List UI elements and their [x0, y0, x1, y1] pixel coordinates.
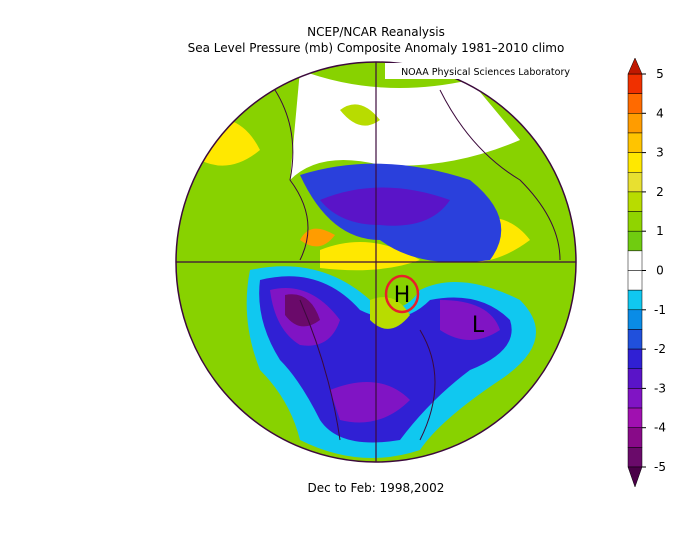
field-white — [290, 70, 520, 180]
colorbar-segment — [627, 270, 643, 291]
colorbar-segment — [627, 368, 643, 389]
colorbar-segment — [627, 348, 643, 370]
colorbar-tick-label: 5 — [656, 67, 664, 81]
colorbar-segment — [627, 230, 643, 252]
colorbar-segment — [627, 427, 643, 448]
colorbar-tick-label: -3 — [654, 381, 666, 395]
colorbar-tick-label: 0 — [656, 264, 664, 278]
colorbar-tick-label: 2 — [656, 185, 664, 199]
colorbar-segment — [627, 172, 643, 193]
annotation-ring — [384, 274, 420, 314]
colorbar-tick-label: 3 — [656, 146, 664, 160]
field-orange — [300, 228, 335, 247]
colorbar-segment — [627, 73, 643, 94]
colorbar-segment — [627, 113, 643, 134]
annotation: H — [394, 283, 411, 308]
colorbar-segment — [627, 447, 643, 468]
coastline — [274, 89, 561, 441]
colorbar-tick-label: -1 — [654, 303, 666, 317]
colorbar-segment — [627, 211, 643, 232]
colorbar-under — [627, 466, 643, 488]
colorbar-segment — [627, 191, 643, 212]
caption: Dec to Feb: 1998,2002 — [308, 481, 445, 495]
colorbar-over — [627, 57, 643, 75]
colorbar-tick-label: -5 — [654, 460, 666, 474]
title: NCEP/NCAR Reanalysis — [307, 25, 445, 39]
colorbar-tick-label: 4 — [656, 106, 664, 120]
subtitle: Sea Level Pressure (mb) Composite Anomal… — [188, 41, 565, 55]
field — [370, 297, 410, 329]
credit-box — [385, 63, 575, 79]
colorbar-segment — [627, 132, 643, 153]
colorbar-segment — [627, 93, 643, 114]
field-purple — [320, 187, 450, 226]
colorbar-tick-label: -4 — [654, 421, 666, 435]
colorbar-tick-label: -2 — [654, 342, 666, 356]
credit: NOAA Physical Sciences Laboratory — [401, 67, 570, 78]
annotation: L — [472, 313, 485, 338]
colorbar-segment — [627, 388, 643, 409]
field-violet — [270, 288, 500, 423]
colorbar-tick-label: 1 — [656, 224, 664, 238]
map-border — [175, 61, 577, 463]
colorbar-segment — [627, 407, 643, 428]
colorbar-segment — [627, 289, 643, 311]
colorbar: 5 4 3 2 1 0 -1 -2 -3 -4 -5 — [627, 57, 666, 488]
colorbar-segment — [627, 250, 643, 271]
colorbar-segment — [627, 309, 643, 330]
colorbar-segment — [627, 329, 643, 350]
field — [340, 104, 380, 126]
colorbar-segment — [627, 152, 643, 173]
field-dark — [285, 294, 320, 327]
